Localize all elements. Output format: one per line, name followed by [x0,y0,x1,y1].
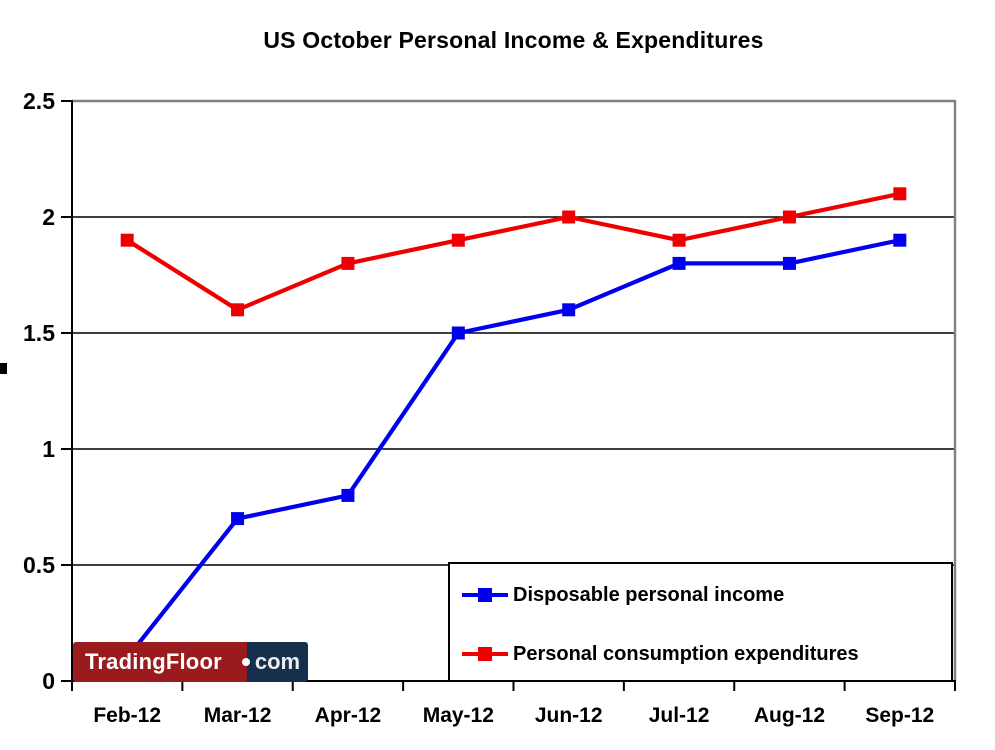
data-point-marker [341,256,355,270]
y-tick-label: 1 [42,436,55,462]
data-point-marker [672,256,686,270]
logo-text-com: com [254,649,301,674]
logo-red-box: TradingFloor [73,642,247,682]
logo-text-tradingfloor: TradingFloor [85,649,222,674]
x-tick-label: Mar-12 [204,704,272,727]
y-tick-label: 1.5 [23,320,55,346]
data-point-marker [231,303,245,317]
data-point-marker [341,488,355,502]
data-point-marker [672,233,686,247]
logo-dot-icon [242,658,250,666]
y-tick-label: 2.5 [23,88,55,114]
data-point-marker [562,303,576,317]
x-tick-label: Jun-12 [535,704,603,727]
x-tick-label: Apr-12 [315,704,382,727]
legend-square-marker-icon [478,588,492,602]
legend-label: Disposable personal income [513,583,785,606]
series-line [125,238,901,660]
x-tick-label: Sep-12 [865,704,934,727]
data-point-marker [893,233,907,247]
x-tick-label: May-12 [423,704,494,727]
legend-label: Personal consumption expenditures [513,642,859,665]
x-tick-label: Jul-12 [649,704,710,727]
data-point-marker [782,256,796,270]
data-point-marker [451,326,465,340]
legend-square-marker-icon [478,647,492,661]
x-tick-label: Aug-12 [754,704,825,727]
legend-item-disposable-personal-income: Disposable personal income [462,581,784,609]
series-line [126,191,901,312]
tradingfloor-logo: TradingFloor com [73,642,308,682]
data-point-marker [893,187,907,201]
data-point-marker [120,233,134,247]
data-point-marker [562,210,576,224]
logo-navy-box: com [247,642,308,682]
y-tick-label: 0.5 [23,552,55,578]
data-point-marker [451,233,465,247]
y-axis-title-fragment [0,363,7,374]
x-tick-label: Feb-12 [93,704,161,727]
data-point-marker [231,512,245,526]
chart-title: US October Personal Income & Expenditure… [263,27,764,53]
legend-box: Disposable personal income Personal cons… [448,562,953,682]
legend-sample [462,581,508,609]
y-tick-label: 2 [42,204,55,230]
legend-item-personal-consumption-expenditures: Personal consumption expenditures [462,640,859,668]
data-point-marker [782,210,796,224]
legend-sample [462,640,508,668]
y-tick-label: 0 [42,668,55,694]
